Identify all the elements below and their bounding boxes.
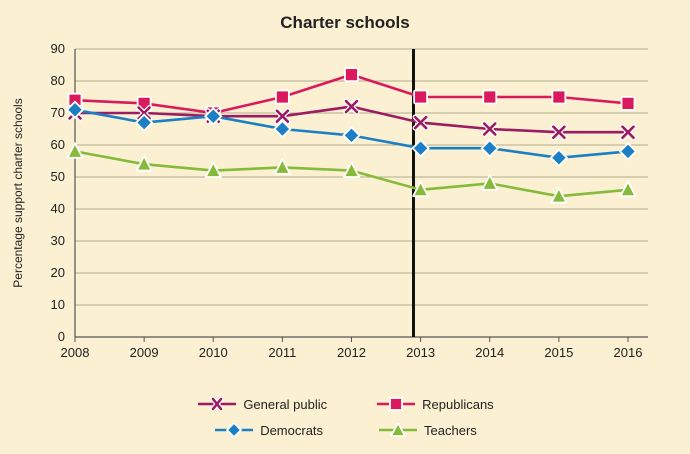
- svg-text:90: 90: [51, 41, 65, 56]
- svg-text:60: 60: [51, 137, 65, 152]
- svg-text:80: 80: [51, 73, 65, 88]
- svg-text:2015: 2015: [544, 345, 573, 360]
- svg-text:10: 10: [51, 297, 65, 312]
- svg-text:0: 0: [58, 329, 65, 344]
- svg-text:2014: 2014: [475, 345, 504, 360]
- svg-text:2013: 2013: [406, 345, 435, 360]
- svg-text:40: 40: [51, 201, 65, 216]
- svg-text:2008: 2008: [61, 345, 90, 360]
- svg-text:2011: 2011: [268, 345, 296, 360]
- svg-text:30: 30: [51, 233, 65, 248]
- svg-text:2016: 2016: [614, 345, 643, 360]
- svg-text:2010: 2010: [199, 345, 228, 360]
- svg-text:70: 70: [51, 105, 65, 120]
- svg-text:50: 50: [51, 169, 65, 184]
- svg-text:2009: 2009: [130, 345, 159, 360]
- svg-text:20: 20: [51, 265, 65, 280]
- svg-text:2012: 2012: [337, 345, 366, 360]
